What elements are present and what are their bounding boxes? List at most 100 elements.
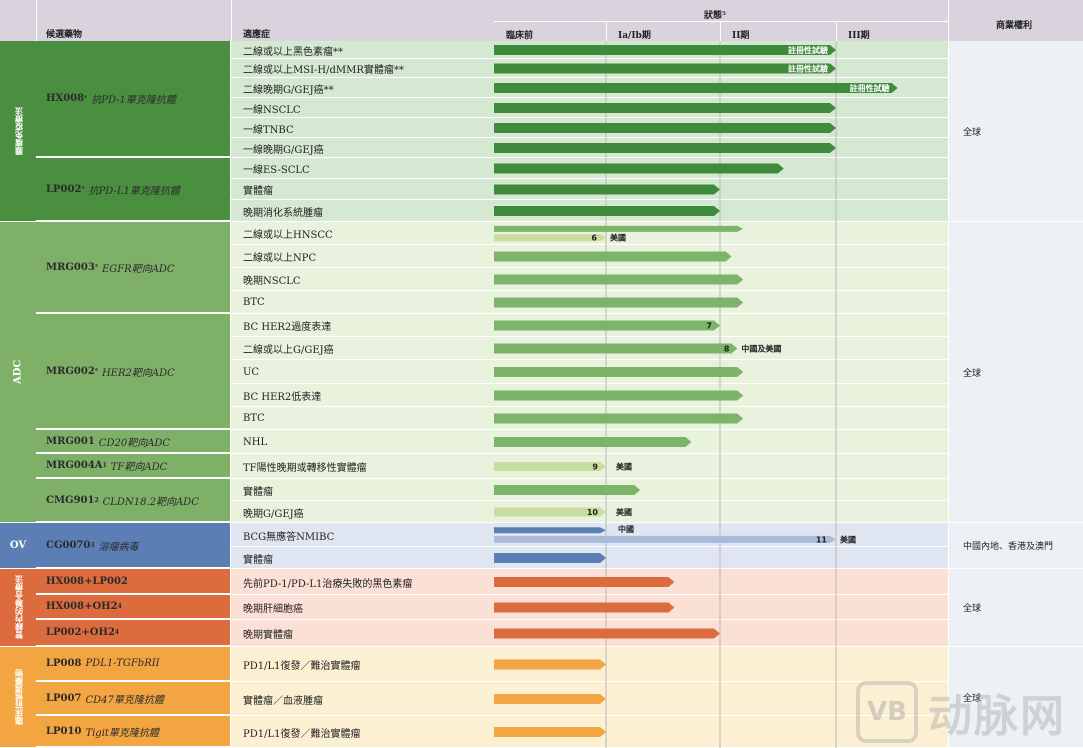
header-divider (836, 21, 837, 41)
candidate-name: LP007 (46, 692, 82, 704)
candidate-footnote: * (94, 367, 98, 375)
candidate-cell: LP002+OH2 4 (36, 620, 231, 647)
indication-label: 晚期G/GEJ癌 (243, 508, 304, 520)
header-indication: 適應症 (243, 30, 271, 40)
phase-bar (494, 367, 744, 377)
phase-bar (494, 274, 744, 285)
indication-label: 二線或以上MSI-H/dMMR實體瘤** (243, 65, 404, 76)
phase-bar (494, 462, 606, 471)
candidate-description: HER2靶向ADC (101, 367, 175, 379)
phase-bar (494, 485, 641, 495)
category-label: OV (0, 523, 36, 568)
bar-footnote: 10 (587, 508, 599, 517)
indication-label: BCG無應答NMIBC (243, 531, 335, 543)
phase-bar (494, 163, 784, 174)
phase-bar (494, 628, 720, 639)
indication-label: 一線ES-SCLC (243, 165, 310, 176)
phase-bar (494, 83, 898, 93)
phase-bar (494, 553, 606, 563)
phase-bar (494, 437, 692, 447)
candidate-name: MRG001 (46, 435, 95, 447)
candidate-cell: MRG003 * EGFR靶向ADC (36, 222, 231, 314)
indication-label: 一線晚期G/GEJ癌 (243, 144, 324, 156)
watermark: VB 动脉网 (856, 680, 1066, 744)
header-phase: 臨床前 (506, 31, 534, 41)
candidate-cell: HX008+OH2 4 (36, 595, 231, 620)
rights-cell: 中國內地、香港及澳門 (948, 523, 1083, 568)
phase-bar (494, 206, 720, 216)
candidate-cell: MRG002 * HER2靶向ADC (36, 314, 231, 430)
phase-bar (494, 527, 606, 534)
row-background (231, 222, 948, 245)
candidate-name: CMG901 (46, 494, 95, 506)
candidate-name: HX008+LP002 (46, 575, 128, 587)
candidate-name: HX008 (46, 93, 85, 104)
candidate-name: LP002+OH2 (46, 627, 115, 638)
phase-bar (494, 225, 744, 232)
candidate-footnote: * (81, 185, 85, 193)
indication-label: 實體瘤 (243, 486, 273, 498)
indication-label: 二線或以上HNSCC (243, 230, 333, 241)
candidate-footnote: * (84, 95, 88, 102)
bar-region: 中國 (618, 524, 634, 534)
phase-bar (494, 413, 744, 424)
phase-bar-sub (494, 535, 836, 543)
phase-bar (494, 727, 606, 737)
phase-bar (494, 297, 744, 308)
bar-footnote: 9 (592, 463, 598, 472)
candidate-description: 抗PD-L1單克隆抗體 (88, 185, 180, 197)
candidate-description: Tigit單克隆抗體 (85, 727, 159, 739)
indication-label: 晚期肝細胞癌 (243, 604, 303, 615)
candidate-cell: MRG001 CD20靶向ADC (36, 430, 231, 454)
indication-label: BTC (243, 297, 265, 308)
bar-region: 美國 (610, 233, 626, 243)
phase-bar (494, 602, 675, 613)
candidate-cell: LP008 PDL1-TGFbRII (36, 647, 231, 682)
candidate-cell: CMG901 2 CLDN18.2靶向ADC (36, 479, 231, 523)
candidate-footnote: 4 (117, 603, 122, 610)
phase-bar (494, 390, 744, 401)
candidate-footnote: * (94, 263, 98, 271)
header-divider (948, 0, 949, 41)
indication-label: 二線晚期G/GEJ癌** (243, 84, 334, 96)
watermark-text: 动脉网 (928, 691, 1066, 742)
indication-label: 實體瘤 (243, 554, 273, 566)
watermark-logo-icon: VB (856, 681, 918, 743)
phase-bar (494, 251, 732, 262)
header-divider (231, 0, 232, 41)
indication-label: 實體瘤／血液腫瘤 (243, 695, 323, 707)
header-row (0, 0, 1083, 41)
candidate-description: 溶瘤病毒 (98, 541, 139, 553)
candidate-description: CD47單克隆抗體 (85, 694, 164, 706)
indication-label: 二線或以上黑色素瘤** (243, 46, 343, 58)
candidate-cell: MRG004A 1 TF靶向ADC (36, 454, 231, 479)
indication-label: 晚期實體瘤 (243, 630, 293, 641)
bar-label: 註冊性試驗 (788, 64, 828, 74)
indication-label: 實體瘤 (243, 186, 273, 197)
header-phase: II期 (732, 31, 750, 41)
rights-cell: 全球 (948, 569, 1083, 646)
indication-label: 一線NSCLC (243, 104, 301, 116)
bar-region: 美國 (616, 462, 632, 472)
rights-cell: 全球 (948, 222, 1083, 522)
indication-label: BC HER2低表達 (243, 392, 322, 403)
bar-label: 註冊性試驗 (788, 45, 828, 55)
bar-footnote: 11 (816, 535, 828, 544)
candidate-description: CD20靶向ADC (98, 437, 171, 449)
candidate-footnote: 2 (94, 496, 99, 504)
bar-region: 美國 (840, 534, 856, 544)
header-candidate: 候選藥物 (46, 30, 83, 40)
candidate-cell: CG0070 3 溶瘤病毒 (36, 523, 231, 569)
header-phase: Ia/Ib期 (618, 31, 651, 41)
candidate-name: LP002 (46, 183, 82, 195)
candidate-cell: HX008 * 抗PD-1單克隆抗體 (36, 41, 231, 158)
phase-bar (494, 577, 675, 587)
row-background (231, 523, 948, 547)
phase-bar (494, 143, 836, 153)
candidate-description: EGFR靶向ADC (101, 263, 175, 275)
indication-label: NHL (243, 436, 268, 448)
indication-label: TF陽性晚期或轉移性實體瘤 (243, 463, 367, 474)
candidate-name: MRG004A (46, 460, 103, 471)
